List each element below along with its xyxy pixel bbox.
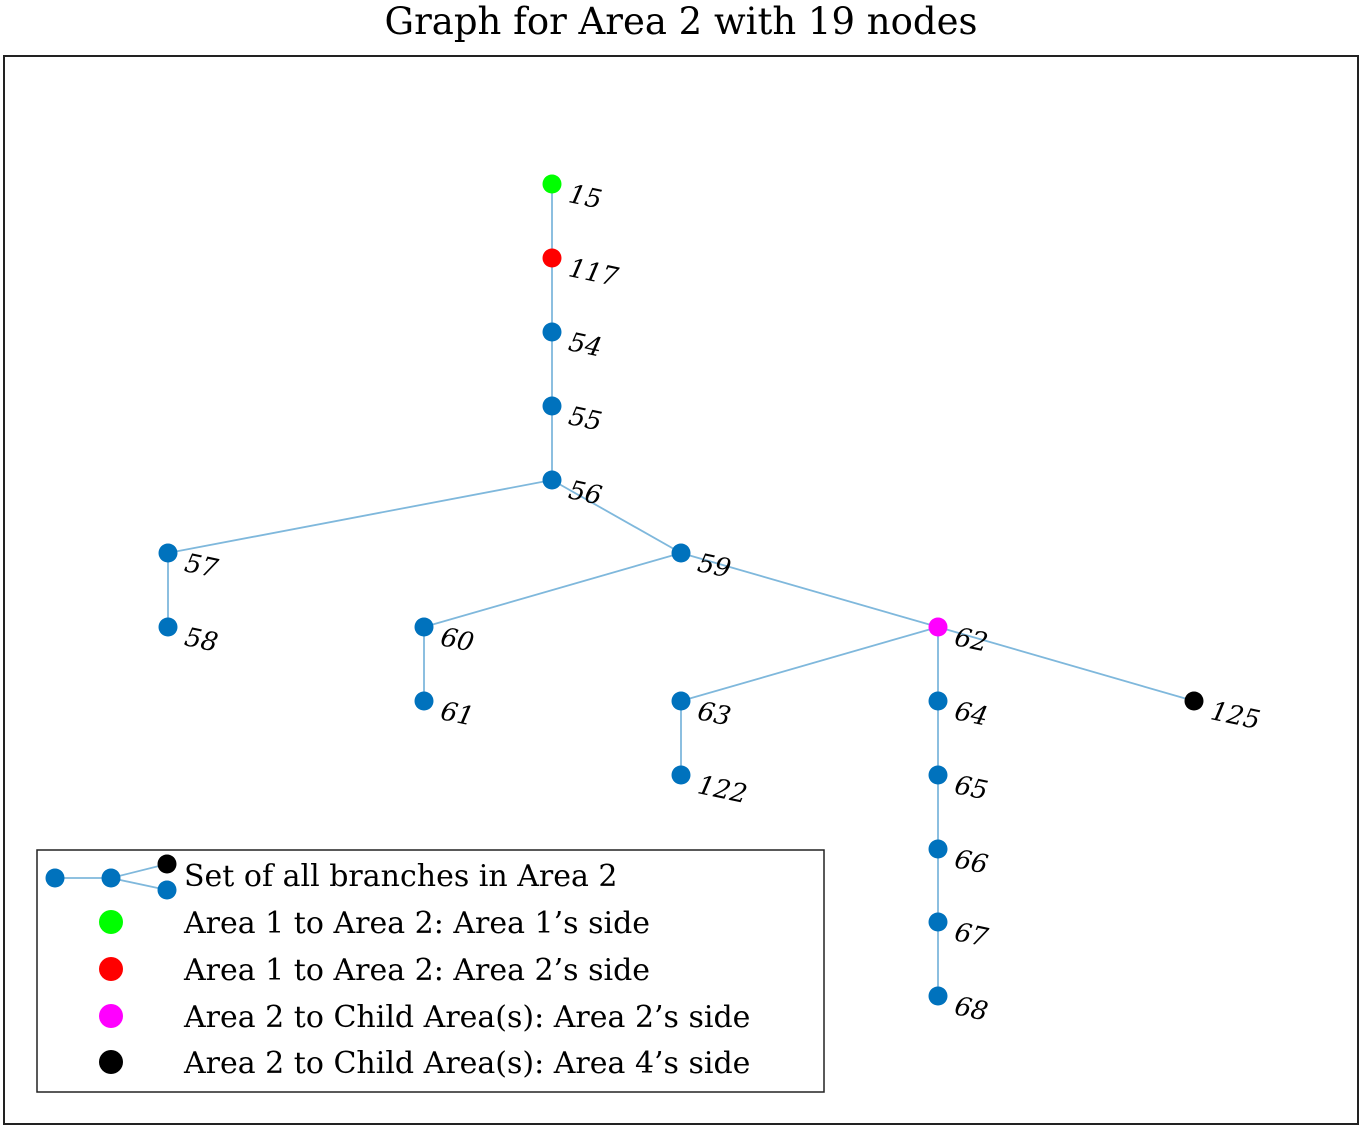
node-122: 122 xyxy=(671,765,750,810)
node-label-67: 67 xyxy=(952,917,991,953)
node-marker-58 xyxy=(158,617,178,637)
plot-frame xyxy=(3,55,1359,1125)
node-label-61: 61 xyxy=(438,696,477,732)
nodes-layer: 15 117 54 55 56 57 58 59 60 61 62 63 122 64 65 66 67 68 12… xyxy=(158,174,1263,1028)
diagram-title: Graph for Area 2 with 19 nodes xyxy=(384,0,978,43)
node-65: 65 xyxy=(928,765,991,807)
node-label-117: 117 xyxy=(566,253,621,293)
node-marker-67 xyxy=(928,912,948,932)
edge-56-57 xyxy=(167,479,553,554)
legend-label-area2_side: Area 1 to Area 2: Area 2’s side xyxy=(183,953,650,988)
node-marker-65 xyxy=(928,765,948,785)
edge-62-125 xyxy=(937,626,1195,702)
node-marker-54 xyxy=(542,322,562,342)
legend-entry-child_area2_side: Area 2 to Child Area(s): Area 2’s side xyxy=(99,1000,750,1035)
legend-marker-child_area4_side xyxy=(99,1050,123,1074)
node-label-59: 59 xyxy=(695,548,734,584)
node-67: 67 xyxy=(928,912,991,954)
node-117: 117 xyxy=(542,248,621,293)
node-59: 59 xyxy=(671,543,734,585)
node-60: 60 xyxy=(414,617,477,659)
node-label-58: 58 xyxy=(182,622,221,658)
node-label-66: 66 xyxy=(952,844,991,880)
node-58: 58 xyxy=(158,617,221,659)
branches-legend-icon xyxy=(45,854,177,900)
legend-label-child_area2_side: Area 2 to Child Area(s): Area 2’s side xyxy=(183,1000,750,1035)
node-marker-15 xyxy=(542,174,562,194)
node-marker-117 xyxy=(542,248,562,268)
node-label-64: 64 xyxy=(952,696,991,732)
node-marker-62 xyxy=(928,617,948,637)
node-marker-122 xyxy=(671,765,691,785)
node-57: 57 xyxy=(158,543,221,585)
node-55: 55 xyxy=(542,396,605,438)
node-label-55: 55 xyxy=(566,401,605,437)
node-marker-66 xyxy=(928,839,948,859)
node-marker-63 xyxy=(671,691,691,711)
node-label-54: 54 xyxy=(566,327,605,363)
legend-label-branches: Set of all branches in Area 2 xyxy=(184,859,618,894)
legend-marker-area2_side xyxy=(99,957,123,981)
node-56: 56 xyxy=(542,470,605,512)
node-marker-56 xyxy=(542,470,562,490)
node-66: 66 xyxy=(928,839,991,881)
node-label-122: 122 xyxy=(695,770,750,810)
legend-entry-area2_side: Area 1 to Area 2: Area 2’s side xyxy=(99,953,650,988)
node-61: 61 xyxy=(414,691,477,733)
node-62: 62 xyxy=(928,617,991,659)
node-125: 125 xyxy=(1184,691,1263,736)
legend: Set of all branches in Area 2 Area 1 to A… xyxy=(36,849,825,1093)
node-64: 64 xyxy=(928,691,991,733)
node-marker-59 xyxy=(671,543,691,563)
node-marker-61 xyxy=(414,691,434,711)
legend-marker-area1_side xyxy=(99,910,123,934)
node-label-65: 65 xyxy=(952,770,991,806)
node-marker-60 xyxy=(414,617,434,637)
node-54: 54 xyxy=(542,322,605,364)
node-label-63: 63 xyxy=(695,696,734,732)
legend-entry-area1_side: Area 1 to Area 2: Area 1’s side xyxy=(99,906,650,941)
node-68: 68 xyxy=(928,986,991,1028)
node-label-56: 56 xyxy=(566,475,605,511)
legend-label-area1_side: Area 1 to Area 2: Area 1’s side xyxy=(183,906,650,941)
node-marker-68 xyxy=(928,986,948,1006)
legend-entry-branches: Set of all branches in Area 2 xyxy=(45,854,618,900)
node-63: 63 xyxy=(671,691,734,733)
node-label-68: 68 xyxy=(952,991,991,1027)
node-label-62: 62 xyxy=(952,622,991,658)
edge-62-63 xyxy=(680,626,939,702)
legend-label-child_area4_side: Area 2 to Child Area(s): Area 4’s side xyxy=(183,1046,750,1081)
node-marker-55 xyxy=(542,396,562,416)
edge-59-62 xyxy=(680,552,939,628)
edges-layer xyxy=(167,184,1195,996)
edge-59-60 xyxy=(423,552,682,628)
edge-56-59 xyxy=(551,479,682,554)
node-label-60: 60 xyxy=(438,622,477,658)
node-label-57: 57 xyxy=(182,548,221,584)
node-marker-57 xyxy=(158,543,178,563)
legend-entry-child_area4_side: Area 2 to Child Area(s): Area 4’s side xyxy=(99,1046,750,1081)
legend-marker-child_area2_side xyxy=(99,1004,123,1028)
node-label-125: 125 xyxy=(1208,696,1263,736)
node-15: 15 xyxy=(542,174,605,216)
node-label-15: 15 xyxy=(566,179,605,215)
node-marker-64 xyxy=(928,691,948,711)
node-marker-125 xyxy=(1184,691,1204,711)
